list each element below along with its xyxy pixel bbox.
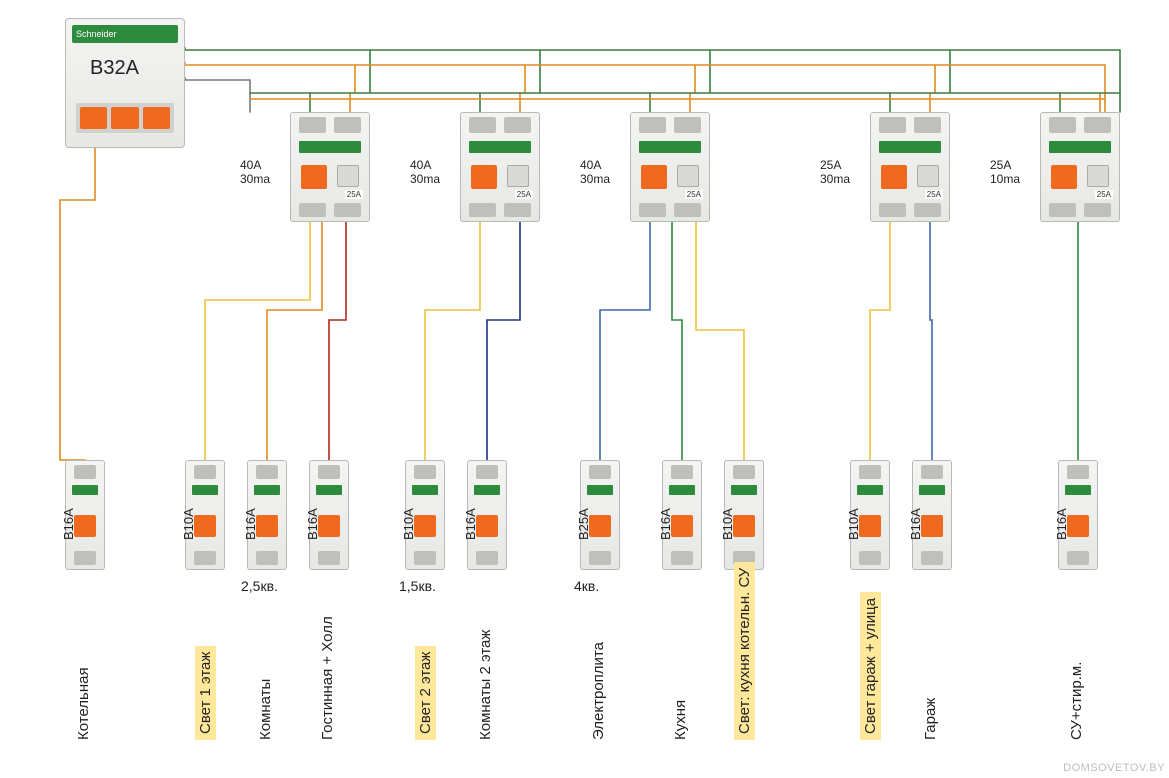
circuit-label-9: Свет гараж + улица — [860, 592, 881, 740]
rcd-amp-label: 25A — [345, 190, 363, 199]
circuit-label-11: СУ+стир.м. — [1068, 662, 1085, 740]
mcb-rating-6: B25A — [576, 508, 591, 540]
mcb-rating-0: B16A — [61, 508, 76, 540]
circuit-label-5: Комнаты 2 этаж — [477, 630, 494, 740]
mcb-rating-3: B16A — [305, 508, 320, 540]
brand-bar: Schneider — [72, 25, 178, 43]
rcd-5: 25A — [1040, 112, 1120, 222]
rcd-label-4: 25A30ma — [820, 158, 850, 187]
circuit-label-2: Комнаты — [257, 679, 274, 740]
circuit-label-8: Свет: кухня котельн. СУ — [734, 562, 755, 740]
main-breaker-rating: B32A — [90, 57, 139, 80]
mcb-rating-7: B16A — [658, 508, 673, 540]
sq-label-2: 2,5кв. — [241, 578, 278, 594]
mcb-rating-10: B16A — [908, 508, 923, 540]
rcd-1: 25A — [290, 112, 370, 222]
rcd-amp-label: 25A — [1095, 190, 1113, 199]
rcd-label-1: 40A30ma — [240, 158, 270, 187]
mcb-rating-9: B10A — [846, 508, 861, 540]
mcb-rating-5: B16A — [463, 508, 478, 540]
mcb-rating-2: B16A — [243, 508, 258, 540]
rcd-amp-label: 25A — [925, 190, 943, 199]
circuit-label-6: Электроплита — [590, 642, 607, 740]
mcb-rating-8: B10A — [720, 508, 735, 540]
sq-label-4: 1,5кв. — [399, 578, 436, 594]
circuit-label-0: Котельная — [75, 667, 92, 740]
rcd-4: 25A — [870, 112, 950, 222]
mcb-rating-1: B10A — [181, 508, 196, 540]
rcd-2: 25A — [460, 112, 540, 222]
rcd-amp-label: 25A — [515, 190, 533, 199]
main-breaker-switches — [76, 103, 174, 133]
rcd-amp-label: 25A — [685, 190, 703, 199]
rcd-3: 25A — [630, 112, 710, 222]
circuit-label-1: Свет 1 этаж — [195, 646, 216, 740]
main-breaker: Schneider B32A — [65, 18, 185, 148]
circuit-label-7: Кухня — [672, 700, 689, 740]
mcb-rating-4: B10A — [401, 508, 416, 540]
rcd-label-2: 40A30ma — [410, 158, 440, 187]
circuit-label-10: Гараж — [922, 698, 939, 740]
circuit-label-3: Гостинная + Холл — [319, 616, 336, 740]
sq-label-6: 4кв. — [574, 578, 599, 594]
mcb-rating-11: B16A — [1054, 508, 1069, 540]
circuit-label-4: Свет 2 этаж — [415, 646, 436, 740]
rcd-label-3: 40A30ma — [580, 158, 610, 187]
watermark: DOMSOVETOV.BY — [1063, 762, 1165, 774]
rcd-label-5: 25A10ma — [990, 158, 1020, 187]
